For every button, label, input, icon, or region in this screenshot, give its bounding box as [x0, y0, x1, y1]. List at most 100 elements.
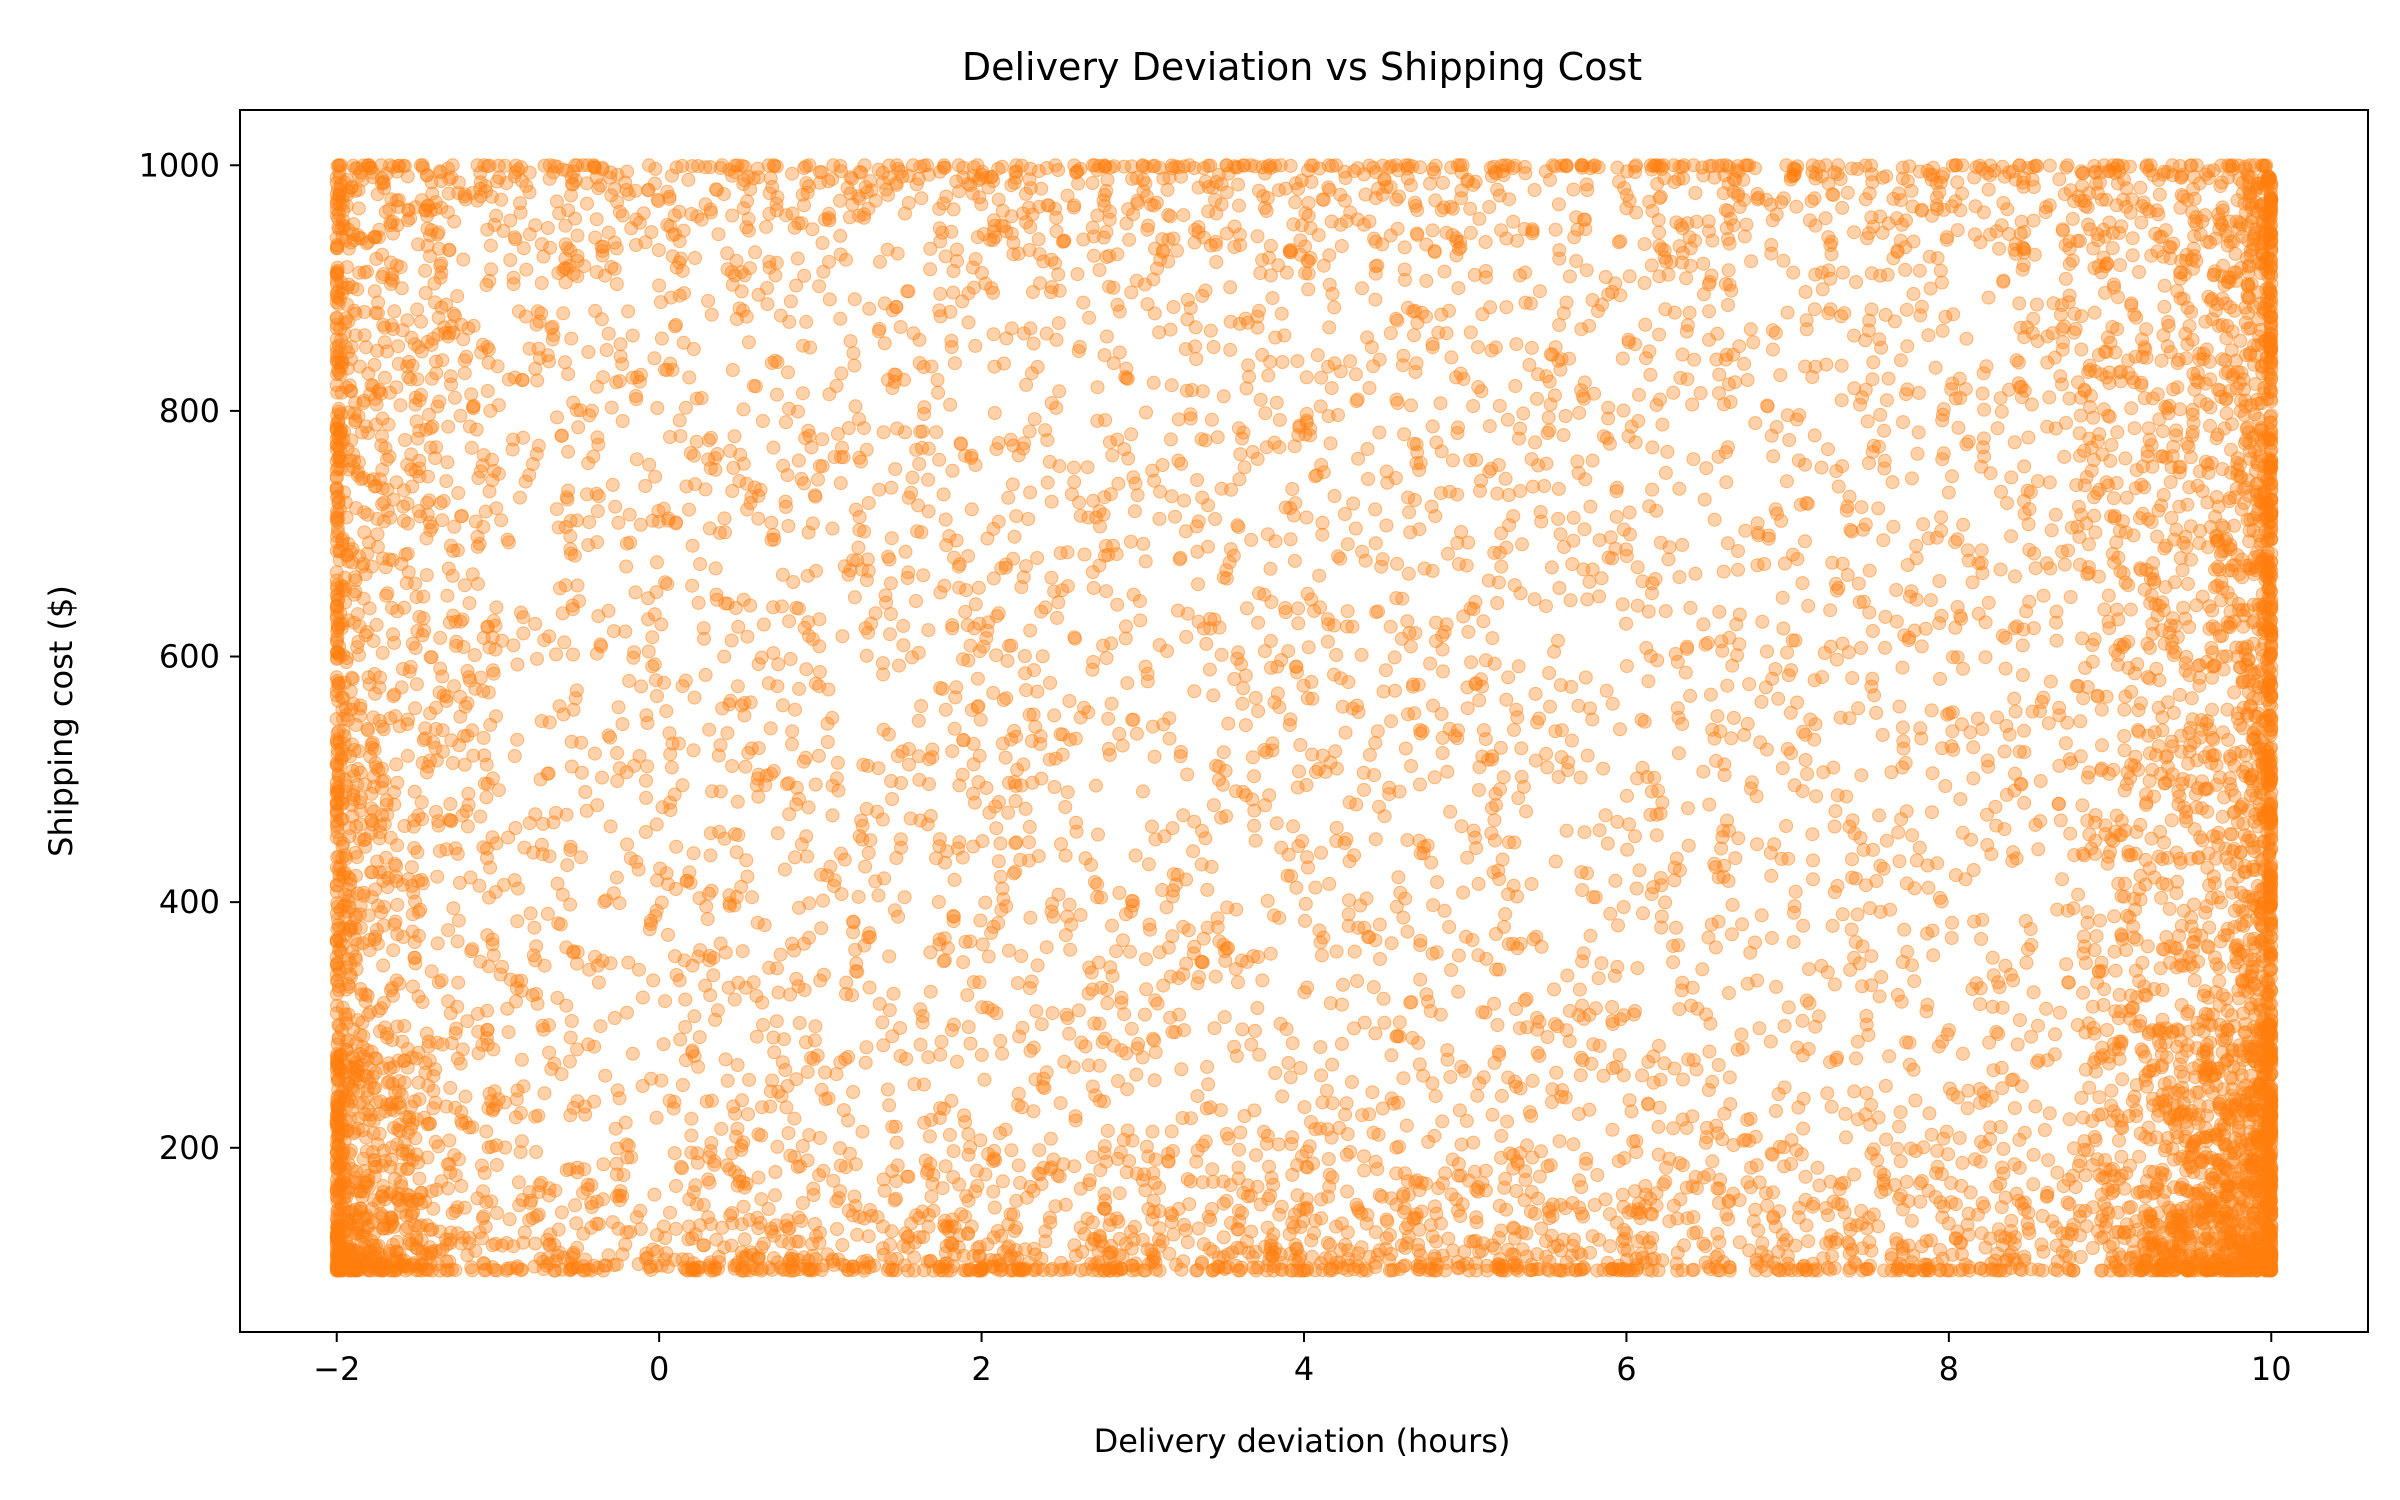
scatter-point — [615, 414, 630, 428]
scatter-point — [462, 419, 477, 434]
scatter-point — [1866, 438, 1881, 453]
scatter-point — [1291, 839, 1306, 854]
scatter-point — [1725, 897, 1740, 912]
scatter-point — [1010, 976, 1025, 991]
scatter-point — [1320, 634, 1335, 649]
scatter-point — [1423, 1004, 1438, 1018]
scatter-point — [756, 617, 771, 632]
scatter-point — [2012, 1013, 2027, 1028]
scatter-point — [1348, 521, 1363, 536]
scatter-point — [1551, 481, 1566, 496]
scatter-point — [1843, 962, 1858, 977]
scatter-point — [1148, 1045, 1163, 1060]
scatter-point — [862, 980, 877, 995]
scatter-point — [561, 444, 576, 459]
scatter-point — [1842, 489, 1857, 504]
scatter-point — [1583, 701, 1597, 716]
scatter-point — [1795, 1048, 1810, 1063]
scatter-point — [482, 890, 496, 905]
scatter-point — [666, 1101, 681, 1116]
scatter-point — [1499, 300, 1514, 315]
scatter-point — [2007, 691, 2022, 706]
scatter-point — [609, 277, 624, 291]
scatter-point — [1711, 449, 1726, 464]
scatter-point — [699, 1094, 714, 1109]
scatter-point — [1143, 922, 1157, 937]
scatter-point — [1351, 920, 1366, 935]
scatter-point — [1112, 726, 1127, 741]
scatter-point — [1859, 1086, 1874, 1101]
scatter-point — [1206, 340, 1221, 354]
scatter-point — [1506, 214, 1521, 229]
scatter-point — [1030, 359, 1045, 374]
scatter-point — [1829, 583, 1844, 598]
scatter-point — [1129, 1067, 1144, 1082]
scatter-point — [1950, 532, 1965, 547]
scatter-point — [1961, 553, 1976, 568]
scatter-point — [1578, 670, 1593, 685]
scatter-point — [1036, 254, 1051, 269]
scatter-point — [1991, 975, 2006, 990]
scatter-point — [1027, 412, 1042, 427]
scatter-point — [1412, 522, 1427, 537]
scatter-point — [991, 606, 1006, 621]
scatter-point — [1442, 303, 1456, 318]
scatter-point — [2041, 716, 2056, 731]
scatter-point — [1566, 533, 1581, 548]
scatter-point — [1773, 368, 1788, 383]
scatter-point — [2033, 774, 2048, 788]
scatter-point — [2050, 902, 2065, 917]
scatter-point — [1630, 598, 1645, 613]
scatter-point — [1030, 551, 1045, 565]
scatter-point — [685, 578, 700, 593]
scatter-point — [652, 278, 667, 293]
scatter-point — [834, 366, 849, 381]
scatter-point — [1435, 730, 1450, 745]
scatter-point — [975, 1000, 990, 1015]
scatter-point — [1945, 469, 1959, 484]
scatter-point — [1799, 322, 1814, 337]
scatter-point — [1977, 449, 1992, 464]
scatter-point — [1645, 482, 1660, 497]
scatter-point — [631, 862, 646, 877]
scatter-point — [730, 679, 745, 694]
scatter-point — [1350, 974, 1365, 988]
scatter-point — [1760, 644, 1774, 659]
scatter-point — [649, 1110, 664, 1125]
scatter-point — [1468, 676, 1483, 691]
scatter-point — [1109, 944, 1124, 959]
scatter-point — [1128, 848, 1143, 863]
scatter-point — [659, 704, 674, 719]
scatter-point — [2042, 1106, 2057, 1121]
scatter-point — [751, 287, 766, 302]
scatter-point — [1290, 780, 1305, 795]
scatter-point — [1740, 1112, 1755, 1127]
scatter-point — [1500, 1114, 1515, 1129]
scatter-point — [1472, 211, 1487, 226]
scatter-point — [1112, 885, 1127, 900]
scatter-point — [1434, 707, 1449, 721]
scatter-point — [1722, 630, 1737, 645]
scatter-point — [1068, 731, 1083, 746]
scatter-point — [1936, 402, 1951, 417]
scatter-point — [1496, 770, 1511, 785]
scatter-point — [477, 1166, 492, 1180]
scatter-point — [689, 434, 704, 449]
scatter-point — [682, 370, 697, 385]
scatter-point — [593, 1019, 608, 1034]
scatter-point — [1141, 857, 1156, 872]
scatter-point — [1847, 328, 1861, 343]
scatter-point — [2019, 955, 2034, 970]
scatter-point — [750, 915, 765, 930]
scatter-point — [1084, 857, 1099, 872]
scatter-point — [1859, 1017, 1874, 1032]
scatter-point — [668, 882, 683, 896]
scatter-point — [740, 629, 755, 644]
scatter-point — [1594, 571, 1609, 586]
scatter-point — [1635, 1068, 1650, 1083]
scatter-point — [1454, 1059, 1469, 1074]
scatter-point — [1203, 1100, 1218, 1115]
scatter-point — [1489, 798, 1503, 813]
scatter-point — [1377, 1015, 1392, 1030]
scatter-point — [742, 261, 757, 276]
